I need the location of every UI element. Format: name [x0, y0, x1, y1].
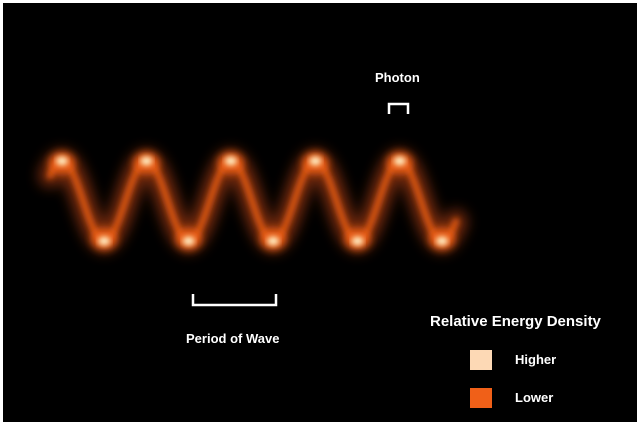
legend-lower-swatch	[470, 388, 492, 408]
wave-peak-core	[182, 236, 195, 246]
wave-body	[47, 157, 459, 245]
wave-peak-core	[436, 236, 448, 246]
wave-peak-core	[267, 236, 280, 246]
photon-bracket	[387, 102, 410, 114]
wave-peaks	[49, 152, 455, 250]
diagram-background	[3, 3, 637, 422]
wave-peak-core	[224, 156, 237, 166]
wave-peak-core	[393, 156, 406, 166]
wave-peak-core	[309, 156, 322, 166]
legend-higher-swatch	[470, 350, 492, 370]
photon-label: Photon	[375, 70, 420, 85]
legend-higher-label: Higher	[515, 352, 557, 367]
legend-lower-label: Lower	[515, 390, 554, 405]
light-wave	[39, 149, 467, 253]
wave-peak-core	[98, 236, 111, 246]
wave-peak-core	[56, 156, 68, 166]
wave-peak-core	[140, 156, 153, 166]
legend-title: Relative Energy Density	[430, 313, 601, 330]
wave-peak-core	[351, 236, 364, 246]
period-label: Period of Wave	[186, 331, 280, 346]
period-bracket	[191, 294, 278, 307]
